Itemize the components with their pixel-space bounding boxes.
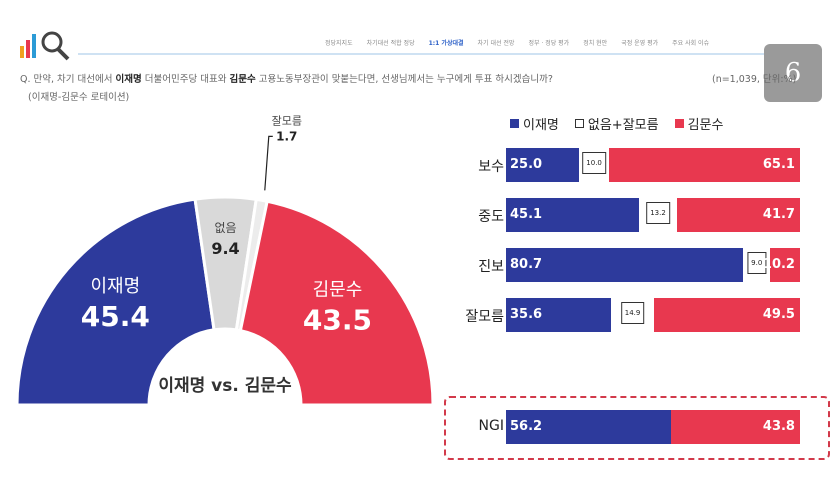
slice-value: 9.4 — [211, 239, 239, 258]
bar-legend: 이재명 없음+잘모름 김문수 — [510, 114, 723, 133]
nav-item[interactable]: 주요 사회 이슈 — [672, 40, 710, 47]
bar-row: 보수 25.0 10.0 65.1 — [440, 148, 834, 182]
nav-item[interactable]: 정부 · 정당 평가 — [528, 40, 570, 47]
bar-value: 49.5 — [762, 307, 795, 322]
bar-track: 80.7 9.0 10.2 — [506, 248, 800, 282]
ngi-bar: NGI 56.2 43.8 — [440, 410, 834, 446]
bar-row: 중도 45.1 13.2 41.7 — [440, 198, 834, 232]
bar-value: 13.2 — [646, 202, 670, 224]
nav-item[interactable]: 차기대선 적합 정당 — [366, 40, 415, 47]
question-name-b: 김문수 — [229, 74, 256, 85]
bar-segment-kim: 41.7 — [677, 198, 800, 232]
bar-value: 9.0 — [747, 252, 767, 274]
bar-segment-lee: 35.6 — [506, 298, 611, 332]
nav-tabs: 정당지지도 차기대선 적합 정당 1:1 가상대결 차기 대선 전망 정부 · 정당 평… — [325, 38, 709, 47]
legend-item: 김문수 — [674, 114, 724, 133]
header-bar: 정당지지도 차기대선 적합 정당 1:1 가상대결 차기 대선 전망 정부 · 정당 평… — [0, 0, 834, 102]
nav-item[interactable]: 차기 대선 전망 — [477, 40, 515, 47]
bar-value: 25.0 — [510, 157, 543, 172]
bar-segment-lee: 80.7 — [506, 248, 744, 282]
bar-value: 65.1 — [762, 157, 795, 172]
slice-김문수 — [238, 199, 435, 407]
bar-segment-kim: 49.5 — [654, 298, 800, 332]
question-name-a: 이재명 — [115, 74, 142, 85]
bar-track: 25.0 10.0 65.1 — [506, 148, 800, 182]
bar-row: NGI 56.2 43.8 — [440, 410, 834, 444]
legend-label: 김문수 — [687, 118, 724, 133]
bar-value: 45.1 — [510, 207, 543, 222]
slice-value: 45.4 — [81, 300, 150, 333]
question-prefix: Q. 만약, 차기 대선에서 — [20, 74, 116, 85]
nav-timeline — [78, 53, 798, 55]
bar-segment-lee: 25.0 — [506, 148, 580, 182]
bar-segment-none: 14.9 — [611, 298, 655, 332]
legend-label: 없음+잘모름 — [587, 118, 659, 133]
nav-item[interactable]: 정당지지도 — [325, 40, 353, 47]
bar-segment-none: 13.2 — [639, 198, 678, 232]
legend-item: 이재명 — [510, 114, 559, 133]
bar-value: 14.9 — [620, 302, 645, 324]
bar-category-label: 보수 — [478, 159, 504, 175]
half-donut-chart: 이재명 vs. 김문수 이재명 45.4 없음 9.4 잘모름 1.7 김문수 43.5 — [15, 114, 435, 407]
slice-value: 43.5 — [303, 303, 372, 336]
bar-value: 35.6 — [510, 307, 543, 322]
slice-label: 김문수 — [313, 279, 363, 300]
ngi-frame — [444, 396, 830, 460]
bar-row: 잘모름 35.6 14.9 49.5 — [440, 298, 834, 332]
legend-swatch — [674, 119, 684, 128]
question-suffix: 고용노동부장관이 맞붙는다면, 선생님께서는 누구에게 투표 하시겠습니까? — [255, 74, 553, 85]
nav-item[interactable]: 국정 운영 평가 — [621, 40, 659, 47]
callout-arrow — [264, 135, 273, 191]
bar-category-label: NGI — [478, 418, 504, 434]
legend-swatch — [574, 119, 584, 128]
slice-이재명 — [15, 197, 216, 407]
slice-value: 1.7 — [276, 129, 297, 143]
sample-size: (n=1,039, 단위:%) — [712, 74, 797, 85]
nav-item[interactable]: 정치 현안 — [583, 40, 608, 47]
rotation-note: (이재명-김문수 로테이션) — [28, 92, 130, 103]
slice-label: 이재명 — [90, 276, 140, 297]
legend-swatch — [510, 119, 519, 128]
bar-value: 10.2 — [762, 257, 795, 272]
bar-segment-none: 10.0 — [579, 148, 608, 182]
bar-segment-lee: 45.1 — [506, 198, 639, 232]
center-label: 이재명 vs. 김문수 — [158, 376, 292, 396]
slice-label: 없음 — [214, 221, 236, 235]
page-number-badge: 6 — [764, 44, 822, 102]
bar-segment-none: 9.0 — [743, 248, 769, 282]
bar-track: 45.1 13.2 41.7 — [506, 198, 800, 232]
legend-label: 이재명 — [523, 118, 559, 133]
bar-category-label: 진보 — [478, 259, 504, 275]
legend-item: 없음+잘모름 — [574, 114, 659, 133]
bar-segment-kim: 10.2 — [763, 248, 800, 282]
bar-track: 35.6 14.9 49.5 — [506, 298, 800, 332]
stacked-bar-chart: 보수 25.0 10.0 65.1 중도 45.1 13.2 41.7 진보 80.7 9.0 10.… — [440, 148, 834, 358]
bar-category-label: 중도 — [478, 209, 504, 225]
bar-segment-lee: 56.2 — [506, 410, 672, 444]
bar-segment-kim: 43.8 — [671, 410, 800, 444]
nav-item[interactable]: 1:1 가상대결 — [428, 40, 464, 47]
bar-value: 10.0 — [582, 152, 606, 174]
question-mid: 더불어민주당 대표와 — [141, 74, 230, 85]
survey-logo-icon — [20, 31, 70, 61]
bar-value: 43.8 — [762, 419, 795, 434]
slice-label: 잘모름 — [272, 114, 302, 127]
bar-row: 진보 80.7 9.0 10.2 — [440, 248, 834, 282]
bar-value: 41.7 — [762, 207, 795, 222]
bar-track: 56.2 43.8 — [506, 410, 800, 444]
bar-value: 56.2 — [510, 419, 543, 434]
bar-category-label: 잘모름 — [465, 309, 504, 325]
question-text: Q. 만약, 차기 대선에서 이재명 더불어민주당 대표와 김문수 고용노동부장… — [20, 71, 553, 85]
bar-value: 80.7 — [510, 257, 543, 272]
bar-segment-kim: 65.1 — [608, 148, 800, 182]
